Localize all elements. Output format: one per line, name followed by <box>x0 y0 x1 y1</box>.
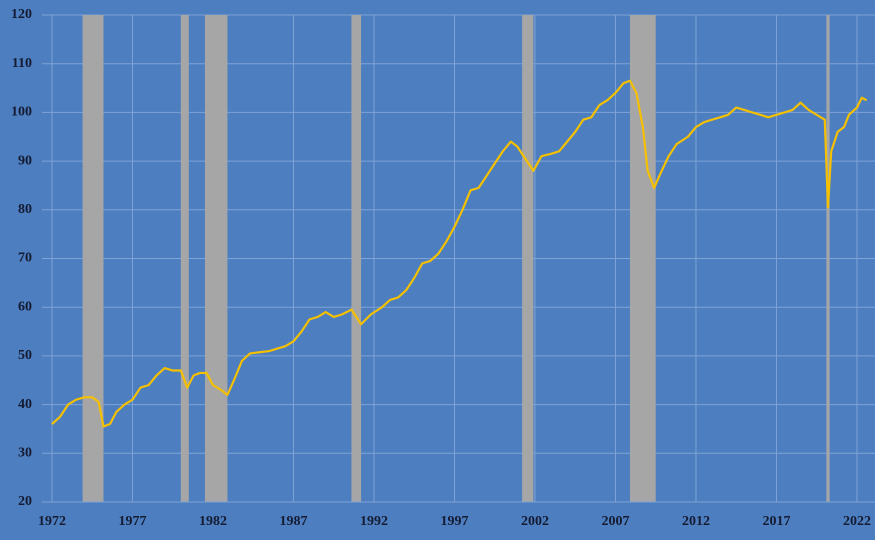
y-tick-label: 50 <box>18 348 32 363</box>
recession-band <box>351 15 362 502</box>
y-tick-label: 120 <box>11 7 32 22</box>
y-tick-label: 40 <box>18 397 32 412</box>
y-tick-label: 60 <box>18 299 32 314</box>
y-tick-label: 20 <box>18 494 32 509</box>
recession-band <box>522 15 534 502</box>
x-tick-label: 1992 <box>360 514 388 529</box>
x-tick-label: 1977 <box>118 514 146 529</box>
x-tick-label: 2017 <box>762 514 790 529</box>
y-tick-label: 30 <box>18 446 32 461</box>
x-tick-label: 1982 <box>199 514 227 529</box>
y-tick-label: 90 <box>18 153 32 168</box>
x-tick-label: 2002 <box>521 514 549 529</box>
x-tick-label: 1972 <box>38 514 66 529</box>
data-line <box>51 79 868 428</box>
recession-band <box>826 15 830 502</box>
recession-band <box>204 15 228 502</box>
x-tick-label: 2007 <box>601 514 629 529</box>
y-tick-label: 110 <box>12 56 32 71</box>
recession-band <box>82 15 104 502</box>
x-tick-label: 1987 <box>279 514 307 529</box>
recession-band <box>180 15 189 502</box>
x-tick-label: 2022 <box>843 514 871 529</box>
y-tick-label: 100 <box>11 105 32 120</box>
y-tick-label: 80 <box>18 202 32 217</box>
x-tick-label: 2012 <box>682 514 710 529</box>
y-tick-label: 70 <box>18 251 32 266</box>
recession-band <box>629 15 656 502</box>
x-tick-label: 1997 <box>440 514 468 529</box>
